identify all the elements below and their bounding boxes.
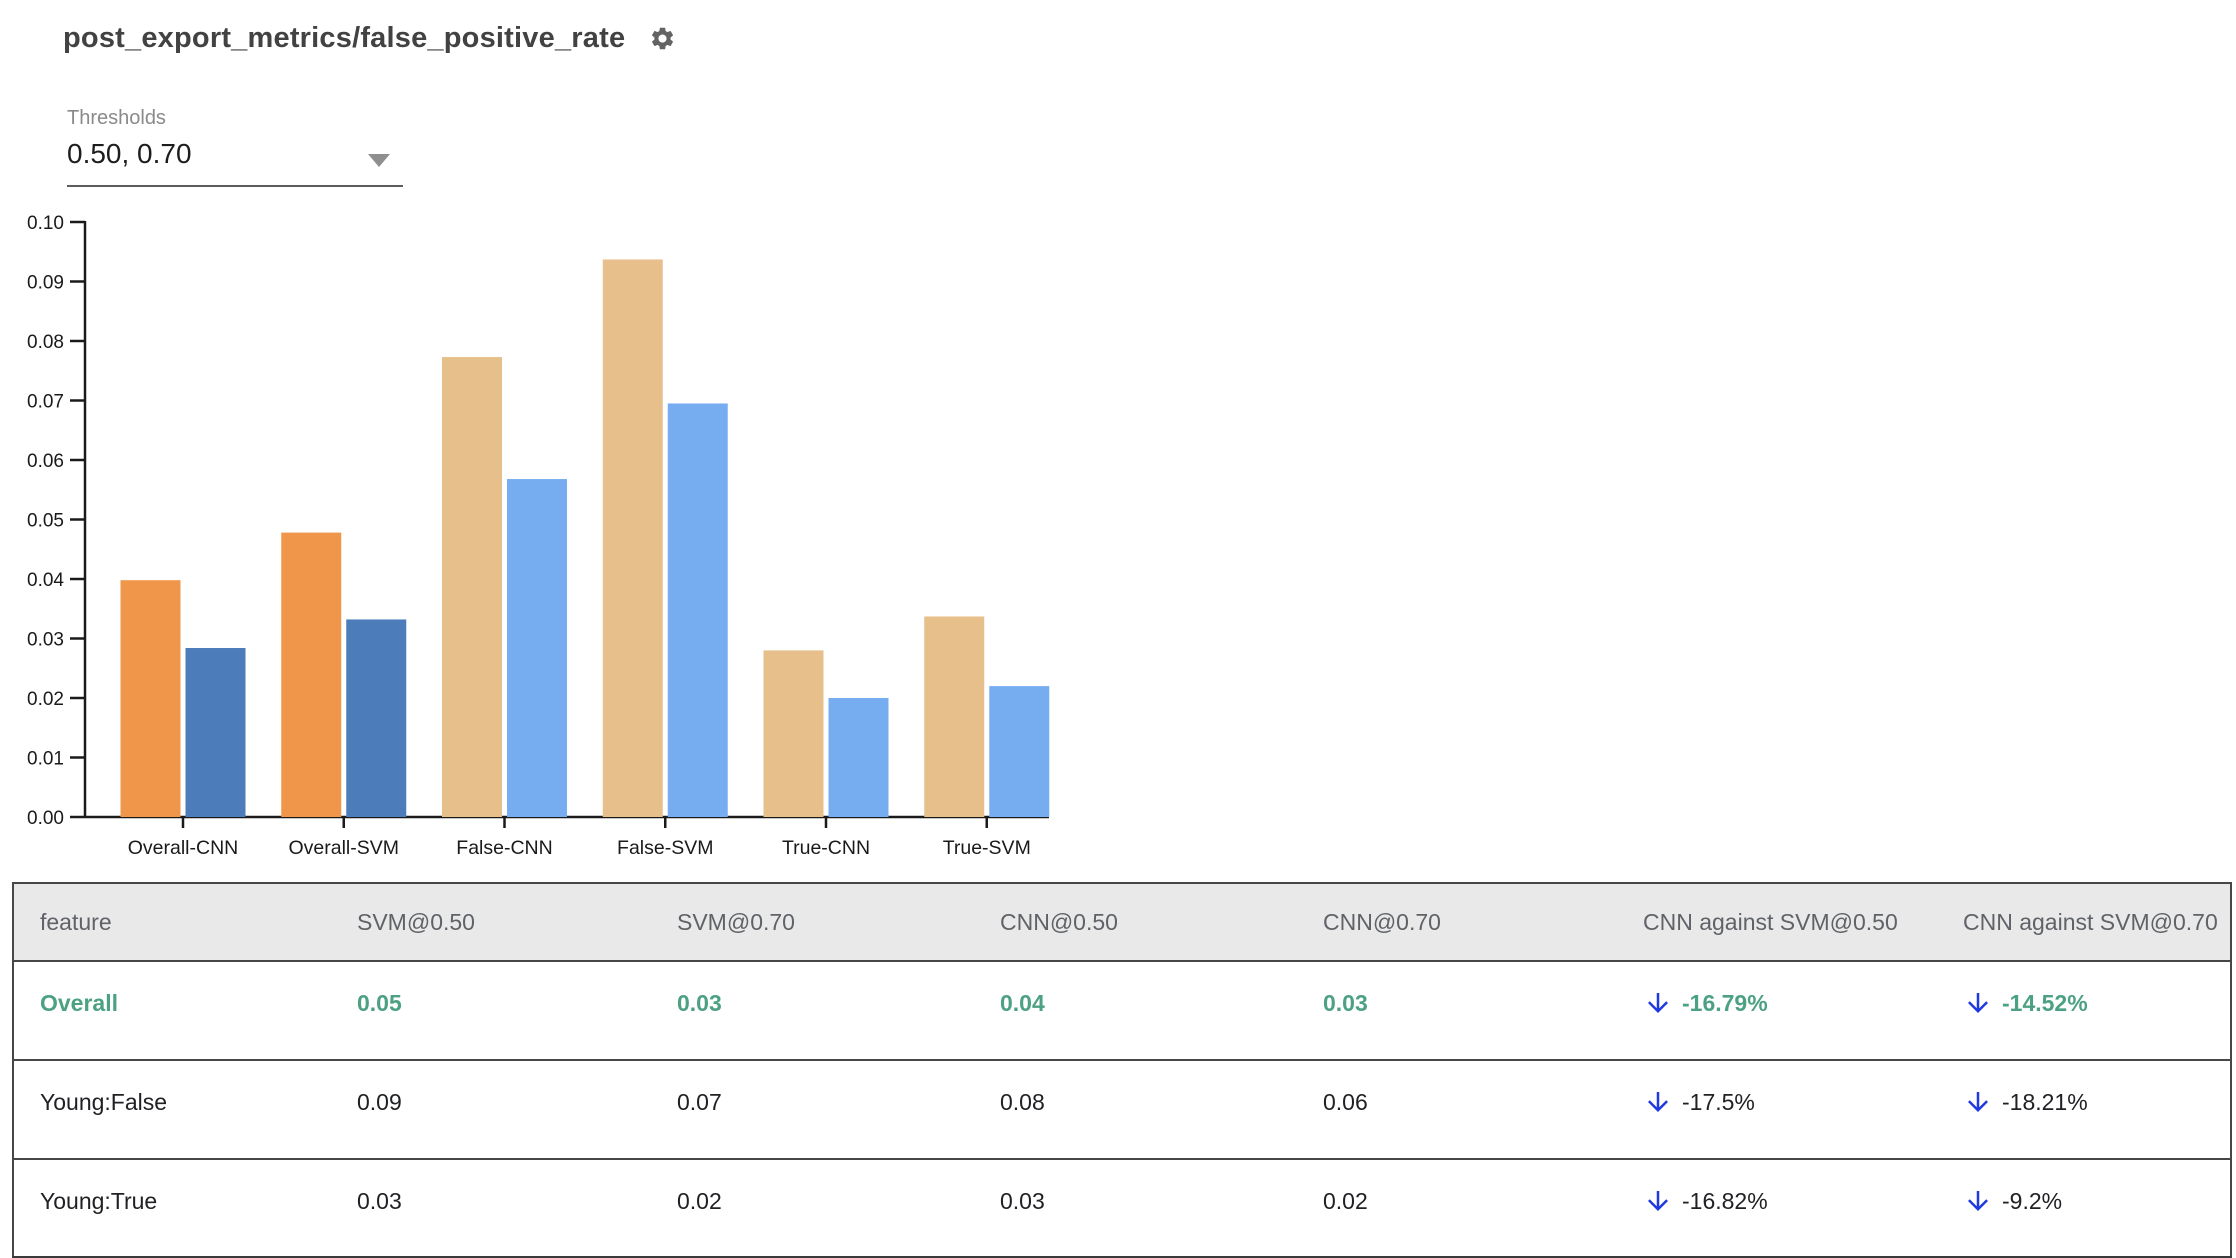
y-tick-label: 0.09 — [27, 273, 64, 294]
bar-True-SVM-0.70[interactable] — [989, 686, 1050, 817]
arrow-down-icon — [1648, 993, 1668, 1013]
col-header-cnn-070: CNN@0.70 — [1319, 883, 1639, 962]
comparison-value: -18.21% — [2002, 1089, 2088, 1115]
col-header-cnn-vs-svm-070: CNN against SVM@0.70 — [1959, 883, 2231, 962]
cell-metric-value: 0.02 — [1323, 1188, 1368, 1214]
bar-Overall-CNN-0.70[interactable] — [185, 648, 246, 817]
bar-True-SVM-0.50[interactable] — [924, 616, 985, 817]
cell-metric-value: 0.03 — [1323, 990, 1368, 1016]
cell-metric-value: 0.08 — [1000, 1089, 1045, 1115]
table-header-row: feature SVM@0.50 SVM@0.70 CNN@0.50 CNN@0… — [13, 883, 2231, 962]
x-tick-label: False-CNN — [456, 837, 552, 859]
thresholds-value: 0.50, 0.70 — [67, 138, 192, 169]
cell-comparison: -14.52% — [1959, 961, 2231, 1060]
cell-metric-value: 0.03 — [1000, 1188, 1045, 1214]
bar-True-CNN-0.50[interactable] — [763, 650, 824, 817]
col-header-feature: feature — [13, 883, 353, 962]
cell-comparison: -16.79% — [1639, 961, 1959, 1060]
table-row-young-true: Young:True 0.03 0.02 0.03 0.02 -16.82% -9.2% — [13, 1159, 2231, 1258]
cell-comparison: -17.5% — [1639, 1060, 1959, 1159]
y-tick-label: 0.04 — [27, 570, 64, 591]
col-header-svm-070: SVM@0.70 — [673, 883, 996, 962]
settings-gear-icon[interactable] — [649, 25, 676, 52]
cell-metric-value: 0.03 — [357, 1188, 402, 1214]
cell-metric-value: 0.05 — [357, 990, 402, 1016]
comparison-value: -17.5% — [1682, 1089, 1755, 1115]
false-positive-rate-bar-chart: 0.00 0.01 0.02 0.03 0.04 0.05 0.06 0.07 0.08 0.09… — [27, 213, 1050, 859]
table-row-young-false: Young:False 0.09 0.07 0.08 0.06 -17.5% -18.21% — [13, 1060, 2231, 1159]
cell-metric-value: 0.06 — [1323, 1089, 1368, 1115]
y-tick-label: 0.05 — [27, 511, 64, 532]
cell-metric-value: 0.03 — [677, 990, 722, 1016]
metrics-table: feature SVM@0.50 SVM@0.70 CNN@0.50 CNN@0… — [12, 882, 2232, 1258]
arrow-down-icon — [1648, 1092, 1668, 1112]
y-tick-label: 0.07 — [27, 392, 64, 413]
cell-comparison: -9.2% — [1959, 1159, 2231, 1258]
table-row-overall: Overall 0.05 0.03 0.04 0.03 -16.79% -14.52% — [13, 961, 2231, 1060]
y-tick-label: 0.10 — [27, 213, 64, 234]
y-tick-label: 0.00 — [27, 808, 64, 829]
page-title: post_export_metrics/false_positive_rate — [63, 22, 626, 54]
panel-header: post_export_metrics/false_positive_rate — [63, 22, 676, 55]
y-tick-label: 0.06 — [27, 451, 64, 472]
cell-feature: Young:False — [40, 1089, 168, 1115]
bar-False-CNN-0.70[interactable] — [507, 479, 567, 817]
cell-metric-value: 0.07 — [677, 1089, 722, 1115]
bar-False-SVM-0.50[interactable] — [602, 259, 663, 817]
arrow-down-icon — [1648, 1191, 1668, 1211]
bar-False-CNN-0.50[interactable] — [442, 357, 502, 817]
x-tick-label: False-SVM — [617, 837, 713, 859]
cell-metric-value: 0.04 — [1000, 990, 1045, 1016]
y-tick-label: 0.01 — [27, 749, 64, 770]
cell-feature: Overall — [40, 990, 118, 1016]
col-header-svm-050: SVM@0.50 — [353, 883, 673, 962]
y-tick-label: 0.02 — [27, 689, 64, 710]
select-underline — [67, 185, 403, 187]
bar-Overall-SVM-0.50[interactable] — [281, 532, 342, 817]
cell-comparison: -18.21% — [1959, 1060, 2231, 1159]
arrow-down-icon — [1968, 1191, 1988, 1211]
thresholds-label: Thresholds — [67, 107, 166, 129]
chevron-down-icon — [368, 154, 390, 167]
arrow-down-icon — [1968, 1092, 1988, 1112]
y-tick-label: 0.08 — [27, 332, 64, 353]
bar-True-CNN-0.70[interactable] — [828, 698, 889, 817]
col-header-cnn-vs-svm-050: CNN against SVM@0.50 — [1639, 883, 1959, 962]
comparison-value: -14.52% — [2002, 990, 2088, 1016]
thresholds-select[interactable]: Thresholds 0.50, 0.70 — [67, 106, 403, 187]
comparison-value: -9.2% — [2002, 1188, 2063, 1214]
bar-False-SVM-0.70[interactable] — [667, 403, 728, 817]
x-tick-label: True-CNN — [782, 837, 870, 859]
x-tick-label: True-SVM — [943, 837, 1031, 859]
comparison-value: -16.79% — [1682, 990, 1768, 1016]
cell-feature: Young:True — [40, 1188, 158, 1214]
bar-Overall-CNN-0.50[interactable] — [120, 580, 181, 817]
col-header-cnn-050: CNN@0.50 — [996, 883, 1319, 962]
arrow-down-icon — [1968, 993, 1988, 1013]
bar-Overall-SVM-0.70[interactable] — [346, 619, 407, 817]
x-tick-label: Overall-CNN — [128, 837, 239, 859]
x-tick-label: Overall-SVM — [288, 837, 399, 859]
cell-comparison: -16.82% — [1639, 1159, 1959, 1258]
cell-metric-value: 0.02 — [677, 1188, 722, 1214]
comparison-value: -16.82% — [1682, 1188, 1768, 1214]
y-tick-label: 0.03 — [27, 630, 64, 651]
cell-metric-value: 0.09 — [357, 1089, 402, 1115]
